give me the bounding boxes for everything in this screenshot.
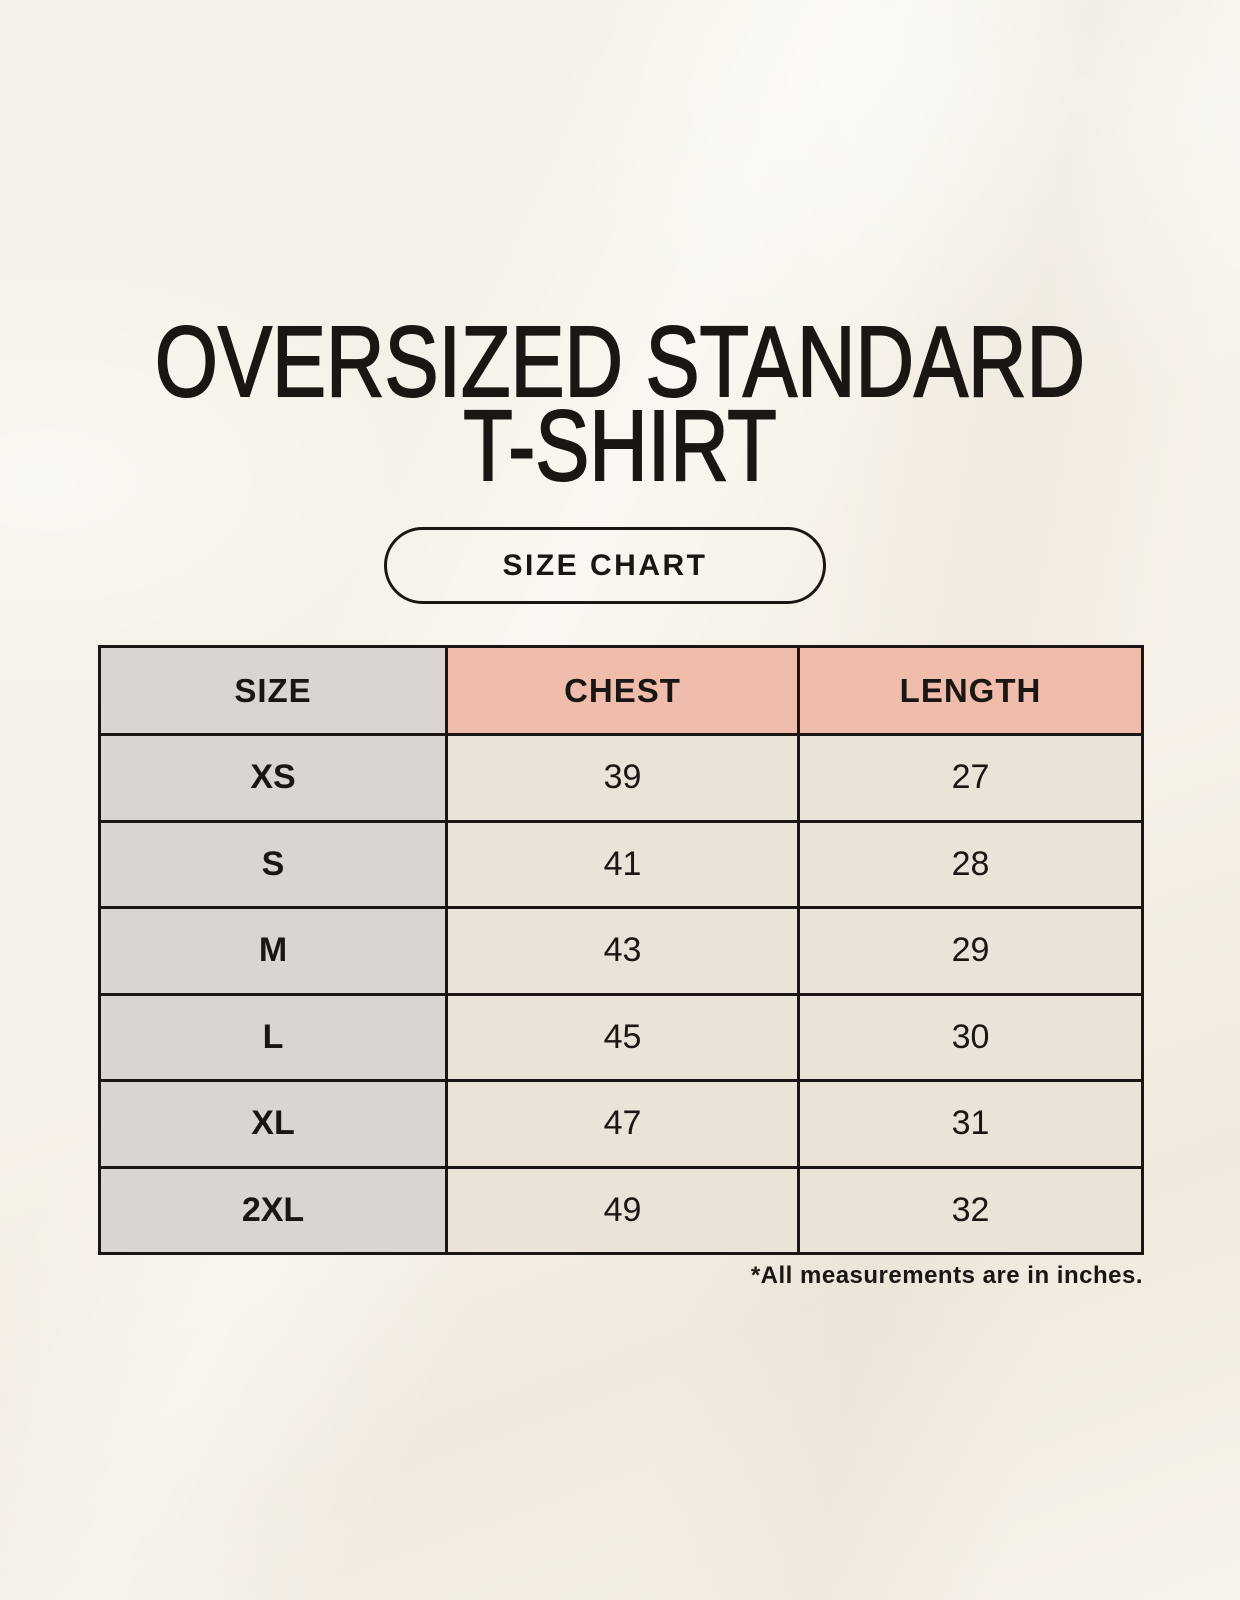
cell-chest: 49 xyxy=(445,1165,797,1252)
title-line-2: T-SHIRT xyxy=(462,390,777,502)
header-chest: CHEST xyxy=(445,648,797,733)
cell-size: L xyxy=(101,992,445,1079)
cell-chest: 43 xyxy=(445,906,797,993)
cell-size: XS xyxy=(101,733,445,820)
cell-chest: 39 xyxy=(445,733,797,820)
cell-size: XL xyxy=(101,1079,445,1166)
cell-length: 31 xyxy=(796,1079,1141,1166)
cell-length: 27 xyxy=(796,733,1141,820)
cell-size: 2XL xyxy=(101,1165,445,1252)
cell-chest: 41 xyxy=(445,819,797,906)
page-title: OVERSIZED STANDARD T-SHIRT xyxy=(118,311,1122,497)
header-length: LENGTH xyxy=(796,648,1141,733)
cell-length: 32 xyxy=(796,1165,1141,1252)
size-chart-badge[interactable]: SIZE CHART xyxy=(384,527,826,604)
header-size: SIZE xyxy=(101,648,445,733)
cell-chest: 45 xyxy=(445,992,797,1079)
cell-size: S xyxy=(101,819,445,906)
cell-chest: 47 xyxy=(445,1079,797,1166)
size-chart-table: SIZE CHEST LENGTH XS 39 27 S 41 28 M 43 … xyxy=(98,645,1144,1255)
size-chart-badge-label: SIZE CHART xyxy=(502,548,708,582)
cell-size: M xyxy=(101,906,445,993)
title-line-1: OVERSIZED STANDARD xyxy=(154,306,1086,418)
cell-length: 30 xyxy=(796,992,1141,1079)
cell-length: 29 xyxy=(796,906,1141,993)
cell-length: 28 xyxy=(796,819,1141,906)
measurements-footnote: *All measurements are in inches. xyxy=(750,1262,1143,1289)
